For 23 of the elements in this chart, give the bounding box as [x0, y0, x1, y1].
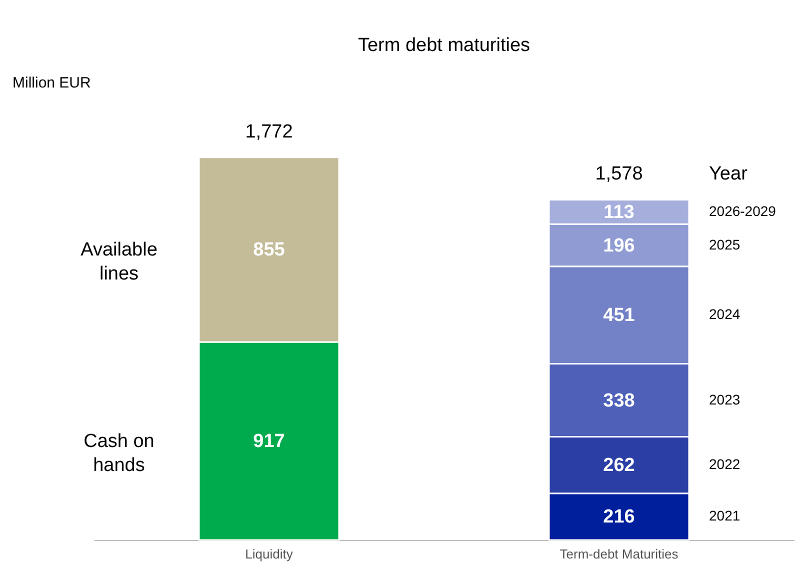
- legend-title: Year: [709, 164, 748, 185]
- series-label: 2025: [709, 236, 740, 252]
- series-label: 2024: [709, 306, 740, 322]
- data-label: 338: [603, 390, 635, 412]
- data-label: 113: [604, 202, 634, 223]
- x-tick-label: Term-debt Maturities: [560, 546, 679, 562]
- total-label: 1,772: [245, 121, 293, 142]
- data-label: 855: [253, 240, 286, 261]
- series-label: 2026-2029: [709, 202, 776, 219]
- text: Available lines: [80, 240, 158, 285]
- data-label: 262: [603, 455, 635, 476]
- series-label: 2021: [709, 508, 740, 524]
- data-label: 451: [603, 305, 636, 326]
- data-label: 216: [603, 506, 635, 528]
- chart-title: Term debt maturities: [358, 35, 530, 56]
- data-label: 917: [253, 431, 285, 452]
- series-label: 2023: [709, 391, 740, 408]
- series-label: 2022: [709, 456, 740, 472]
- data-label: 196: [603, 235, 635, 256]
- y-axis-title: Million EUR: [12, 74, 92, 92]
- text: Cash on hands: [84, 431, 154, 476]
- total-label: 1,578: [595, 164, 643, 185]
- x-tick-label: Liquidity: [245, 546, 294, 562]
